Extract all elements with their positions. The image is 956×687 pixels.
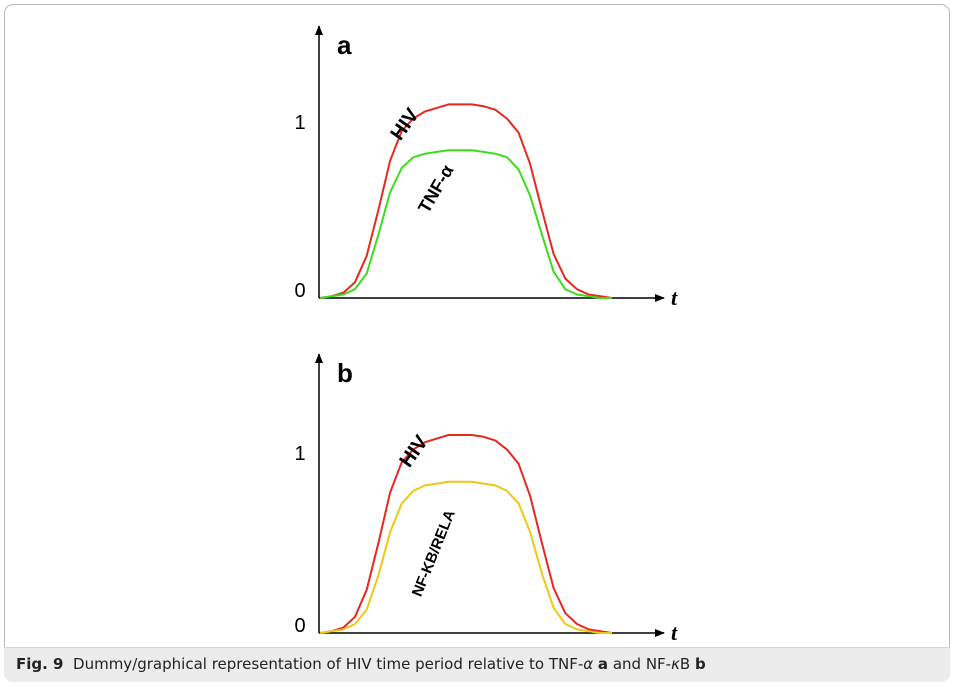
series-line-hiv bbox=[319, 103, 613, 299]
y-tick-label-0: 0 bbox=[294, 615, 305, 637]
series-label-secondary: NF-KB/RELA bbox=[409, 507, 459, 599]
y-tick-label-1: 1 bbox=[294, 112, 305, 134]
caption-text-mid: and NF- bbox=[612, 655, 672, 673]
figure-caption: Fig. 9 Dummy/graphical representation of… bbox=[16, 655, 706, 673]
x-axis-label: t bbox=[671, 620, 678, 645]
panel-label-a: a bbox=[337, 30, 352, 60]
caption-alpha: α bbox=[583, 655, 594, 673]
caption-kappa: κ bbox=[671, 655, 680, 673]
caption-text-b: B bbox=[679, 655, 691, 673]
caption-bar bbox=[4, 647, 950, 682]
caption-panel-a: a bbox=[597, 655, 609, 673]
caption-text-before: Dummy/graphical representation of HIV ti… bbox=[73, 655, 584, 673]
figure-label: Fig. 9 bbox=[16, 655, 64, 673]
series-line-secondary bbox=[319, 149, 612, 299]
caption-panel-b: b bbox=[695, 655, 706, 673]
series-label-hiv: HIV bbox=[387, 104, 425, 144]
panel-label-b: b bbox=[337, 358, 353, 388]
series-line-secondary bbox=[319, 480, 612, 634]
x-axis-label: t bbox=[671, 285, 678, 310]
series-line-hiv bbox=[319, 434, 613, 634]
y-tick-label-1: 1 bbox=[294, 443, 305, 465]
series-label-secondary: TNF-α bbox=[414, 161, 457, 216]
y-tick-label-0: 0 bbox=[294, 280, 305, 302]
